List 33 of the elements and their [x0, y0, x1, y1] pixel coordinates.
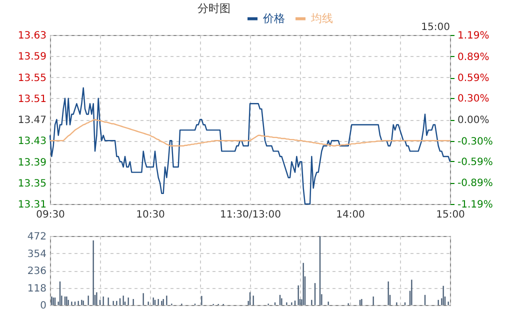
y-tick-label: 354 — [27, 248, 46, 260]
y2-tick-label: 0.89% — [458, 52, 490, 63]
x-tick-label: 15:00 — [436, 210, 465, 220]
x-tick-label: 09:30 — [36, 210, 65, 220]
y-tick-label: 13.47 — [18, 115, 46, 126]
y-tick-label: 13.35 — [18, 178, 46, 190]
y2-tick-label: 1.19% — [458, 30, 490, 42]
y2-tick-label: 0.30% — [458, 94, 490, 105]
y-tick-label: 13.63 — [18, 30, 46, 42]
y-tick-label: 13.59 — [18, 52, 46, 63]
y2-tick-label: 0.00% — [458, 115, 490, 126]
y-tick-label: 13.43 — [18, 136, 46, 148]
x-tick-label: 11:30/13:00 — [220, 210, 282, 220]
x-tick-label: 10:30 — [136, 210, 165, 220]
y-tick-label: 236 — [27, 266, 46, 277]
y2-tick-label: -0.59% — [458, 156, 493, 168]
legend-label: 价格 — [262, 12, 285, 25]
line-series — [49, 118, 451, 147]
y-tick-label: 13.31 — [18, 200, 46, 210]
y-tick-label: 472 — [27, 232, 46, 242]
y-tick-label: 13.51 — [18, 94, 46, 105]
chart-title: 分时图 — [197, 2, 230, 15]
y2-tick-label: -0.89% — [458, 178, 493, 190]
legend-label: 均线 — [310, 12, 333, 25]
y-tick-label: 118 — [27, 283, 46, 294]
y-tick-label: 0 — [40, 300, 46, 312]
x-tick-label: 14:00 — [336, 210, 365, 220]
y2-tick-label: -0.30% — [458, 136, 493, 148]
y-tick-label: 13.55 — [18, 72, 46, 84]
y2-tick-label: 0.59% — [458, 73, 490, 84]
y-tick-label: 13.39 — [18, 157, 46, 168]
text: 15:00 — [421, 22, 450, 33]
y2-tick-label: -1.19% — [458, 200, 493, 210]
